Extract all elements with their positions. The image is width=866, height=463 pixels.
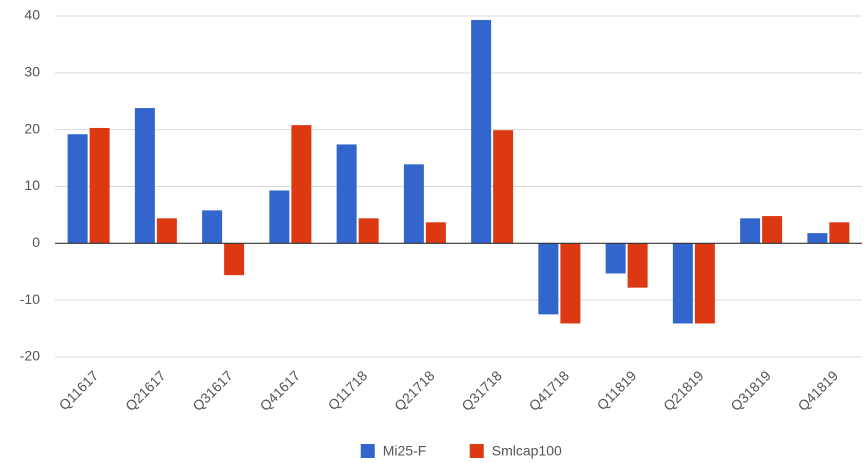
x-tick-label: Q31718 <box>458 367 505 414</box>
y-tick-label: 20 <box>24 120 40 136</box>
legend-label: Mi25-F <box>383 443 427 459</box>
y-tick-label: 30 <box>24 64 40 80</box>
y-tick-label: -10 <box>20 291 40 307</box>
bar <box>807 233 828 244</box>
x-tick-label: Q21617 <box>122 367 169 414</box>
bar <box>403 164 424 244</box>
bar <box>67 134 88 244</box>
bar <box>358 218 379 244</box>
bar <box>627 243 648 288</box>
y-tick-label: 40 <box>24 7 40 23</box>
x-tick-label: Q41819 <box>795 367 842 414</box>
bar <box>134 108 155 244</box>
bar <box>560 243 581 324</box>
bar <box>672 243 693 324</box>
bar <box>538 243 559 315</box>
x-tick-label: Q31819 <box>727 367 774 414</box>
x-tick-label: Q11718 <box>325 367 371 413</box>
y-tick-label: 0 <box>32 234 40 250</box>
bar <box>829 222 850 244</box>
legend-swatch <box>469 444 484 458</box>
bar <box>89 127 110 244</box>
bar <box>740 218 761 244</box>
x-tick-label: Q31617 <box>189 367 236 414</box>
bar <box>762 216 783 244</box>
y-tick-label: -20 <box>20 348 40 364</box>
bar <box>336 144 357 244</box>
bar <box>269 190 290 244</box>
bar <box>493 130 514 244</box>
x-tick-label: Q21718 <box>391 367 438 414</box>
x-tick-label: Q41718 <box>526 367 573 414</box>
bar <box>694 243 715 324</box>
bar <box>471 19 492 244</box>
x-tick-label: Q11819 <box>594 367 640 413</box>
legend-swatch <box>360 444 375 458</box>
x-tick-label: Q21819 <box>660 367 707 414</box>
bar <box>202 210 223 244</box>
bar <box>156 218 177 244</box>
y-tick-label: 10 <box>24 177 40 193</box>
bar <box>224 243 245 276</box>
bar <box>291 125 312 244</box>
bar <box>425 222 446 244</box>
x-tick-label: Q11617 <box>56 367 102 413</box>
legend-label: Smlcap100 <box>492 443 562 459</box>
bar <box>605 243 626 274</box>
x-tick-label: Q41617 <box>257 367 304 414</box>
